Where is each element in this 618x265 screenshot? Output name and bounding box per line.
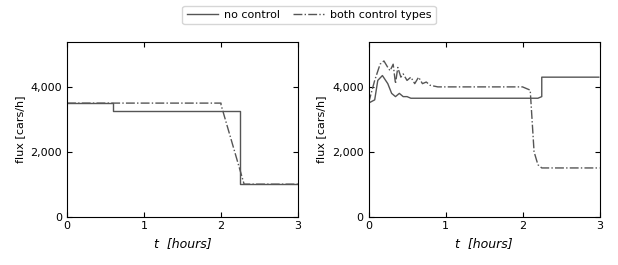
Legend: no control, both control types: no control, both control types: [182, 6, 436, 24]
X-axis label: t  [hours]: t [hours]: [154, 237, 211, 250]
X-axis label: t  [hours]: t [hours]: [455, 237, 513, 250]
Y-axis label: flux [cars/h]: flux [cars/h]: [15, 95, 25, 163]
Y-axis label: flux [cars/h]: flux [cars/h]: [316, 95, 326, 163]
